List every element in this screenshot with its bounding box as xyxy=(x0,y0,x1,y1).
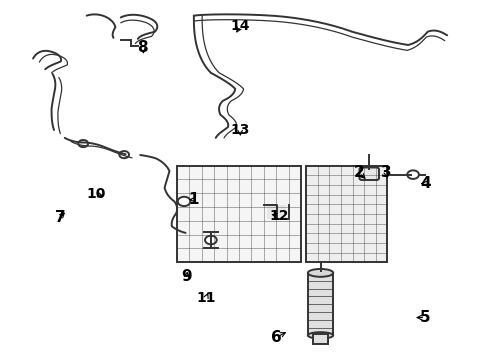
Text: 14: 14 xyxy=(230,19,250,33)
Bar xyxy=(308,273,333,336)
Bar xyxy=(306,166,388,262)
Bar xyxy=(313,334,328,344)
Text: 10: 10 xyxy=(87,187,106,201)
Circle shape xyxy=(119,151,129,158)
Text: 8: 8 xyxy=(137,40,148,55)
Text: 5: 5 xyxy=(420,310,431,325)
Ellipse shape xyxy=(308,269,333,277)
Text: 11: 11 xyxy=(196,291,216,305)
Circle shape xyxy=(205,236,217,244)
Text: 1: 1 xyxy=(189,192,199,207)
Text: 6: 6 xyxy=(271,330,282,345)
Text: 7: 7 xyxy=(54,210,65,225)
Circle shape xyxy=(78,140,88,147)
Text: 2: 2 xyxy=(354,165,365,180)
Text: 3: 3 xyxy=(381,165,392,180)
Bar xyxy=(177,166,301,262)
Circle shape xyxy=(407,170,419,179)
FancyBboxPatch shape xyxy=(360,167,379,180)
Text: 4: 4 xyxy=(420,176,431,191)
Text: 9: 9 xyxy=(181,269,192,284)
Ellipse shape xyxy=(308,332,333,339)
Circle shape xyxy=(178,197,191,206)
Text: 12: 12 xyxy=(270,209,289,223)
Bar xyxy=(267,205,287,219)
Text: 13: 13 xyxy=(230,123,250,137)
